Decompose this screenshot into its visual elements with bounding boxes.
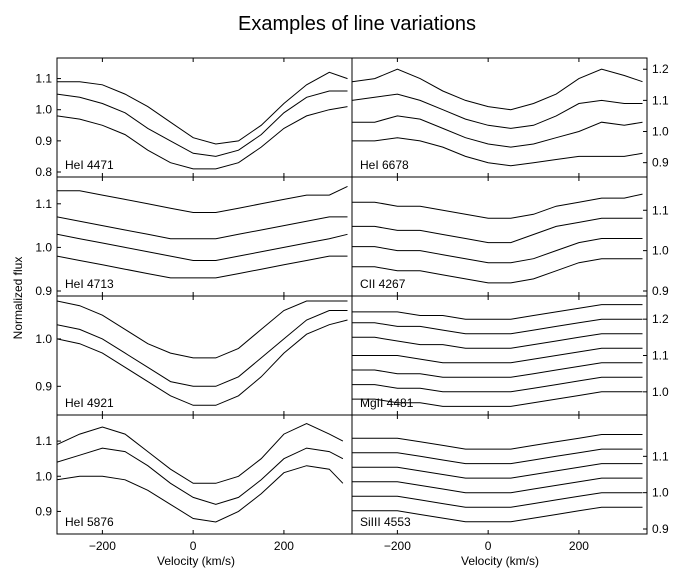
x-tick-label: −200 — [89, 539, 116, 553]
y-tick-label: 1.1 — [652, 203, 669, 217]
spectrum-line — [352, 477, 643, 494]
spectrum-line — [352, 68, 643, 111]
spectrum-line — [57, 185, 348, 213]
panel-label: CII 4267 — [360, 277, 406, 291]
spectrum-line — [352, 193, 643, 219]
spectrum-line — [57, 233, 348, 261]
spectrum-line — [352, 238, 643, 264]
x-tick-label: 0 — [485, 539, 492, 553]
spectrum-line — [352, 93, 643, 129]
spectrum-line — [352, 333, 643, 349]
panel-cii-4267: 0.9 1.0 1.1 CII 4267 — [351, 176, 669, 298]
spectrum-line — [57, 447, 344, 505]
y-tick-label: 1.0 — [35, 240, 52, 254]
y-tick-label: 1.0 — [652, 125, 669, 139]
y-tick-label: 1.2 — [652, 62, 669, 76]
y-axis-label: Normalized flux — [11, 257, 25, 340]
panel-hei-4471: 0.8 0.9 1.0 1.1 HeI 4471 — [35, 57, 353, 179]
y-tick-label: 0.9 — [35, 284, 52, 298]
spectrum-line — [57, 71, 348, 145]
panel-label: HeI 6678 — [360, 158, 409, 172]
panels-group: 0.8 0.9 1.0 1.1 HeI 4471 0.9 1.0 1.1 1.2 HeI 6678… — [35, 57, 669, 553]
y-tick-label: 1.1 — [652, 449, 669, 463]
panel-hei-4713: 0.9 1.0 1.1 HeI 4713 — [35, 176, 353, 298]
spectrum-line — [57, 106, 348, 170]
spectrum-line — [352, 463, 643, 479]
y-tick-label: 0.9 — [35, 504, 52, 518]
y-tick-label: 1.1 — [35, 434, 52, 448]
spectrum-line — [352, 506, 643, 523]
x-tick-label: 0 — [190, 539, 197, 553]
spectrum-line — [352, 347, 643, 364]
spectrum-line — [352, 115, 643, 148]
chart-title: Examples of line variations — [238, 13, 476, 35]
y-tick-label: 1.0 — [652, 244, 669, 258]
y-tick-label: 1.2 — [652, 312, 669, 326]
spectrum-line — [352, 448, 643, 465]
panel-hei-6678: 0.9 1.0 1.1 1.2 HeI 6678 — [351, 57, 669, 178]
spectrum-line — [57, 90, 348, 157]
spectrum-line — [57, 310, 348, 387]
spectrum-line — [57, 465, 344, 523]
panel-mgii-4481: 1.0 1.1 1.2 MgII 4481 — [351, 295, 669, 416]
x-tick-label: 200 — [569, 539, 589, 553]
spectrum-line — [57, 255, 348, 279]
x-tick-label: −200 — [384, 539, 411, 553]
x-axis-label-right: Velocity (km/s) — [461, 554, 539, 568]
x-tick-label: 200 — [274, 539, 294, 553]
spectrum-line — [57, 216, 348, 240]
panel-label: SiIII 4553 — [360, 515, 411, 529]
panel-hei-5876: 0.9 1.0 1.1 HeI 5876 — [35, 414, 353, 535]
y-tick-label: 0.9 — [35, 379, 52, 393]
y-tick-label: 0.9 — [35, 134, 52, 148]
spectrum-line — [352, 217, 643, 244]
y-tick-label: 1.1 — [652, 93, 669, 107]
panel-siiii-4553: 0.9 1.0 1.1 SiIII 4553 — [351, 414, 669, 536]
spectrum-line — [352, 376, 643, 393]
spectrum-line — [57, 300, 348, 359]
panel-label: HeI 5876 — [65, 515, 114, 529]
y-tick-label: 1.0 — [652, 486, 669, 500]
y-tick-label: 1.1 — [35, 72, 52, 86]
y-tick-label: 1.1 — [35, 197, 52, 211]
y-tick-label: 0.9 — [652, 156, 669, 170]
panel-label: MgII 4481 — [360, 396, 414, 410]
x-axis-label-left: Velocity (km/s) — [157, 554, 235, 568]
y-tick-label: 1.0 — [652, 385, 669, 399]
spectrum-line — [352, 137, 643, 167]
spectrum-line — [352, 318, 643, 335]
panel-label: HeI 4921 — [65, 396, 114, 410]
y-tick-label: 1.0 — [35, 332, 52, 346]
spectrum-line — [352, 391, 643, 407]
y-tick-label: 1.0 — [35, 469, 52, 483]
spectrum-line — [352, 434, 643, 450]
y-tick-label: 0.9 — [652, 522, 669, 536]
y-tick-label: 1.1 — [652, 349, 669, 363]
spectrum-line — [352, 362, 643, 378]
panel-label: HeI 4471 — [65, 158, 114, 172]
spectrum-line — [352, 258, 643, 284]
y-tick-label: 0.8 — [35, 165, 52, 179]
spectrum-line — [57, 422, 344, 484]
panel-label: HeI 4713 — [65, 277, 114, 291]
panel-hei-4921: 0.9 1.0 HeI 4921 — [35, 295, 353, 416]
panel-frame — [351, 414, 648, 535]
spectrum-line — [57, 319, 348, 406]
spectrum-line — [352, 492, 643, 508]
spectrum-line — [352, 304, 643, 320]
y-tick-label: 0.9 — [652, 284, 669, 298]
y-tick-label: 1.0 — [35, 103, 52, 117]
